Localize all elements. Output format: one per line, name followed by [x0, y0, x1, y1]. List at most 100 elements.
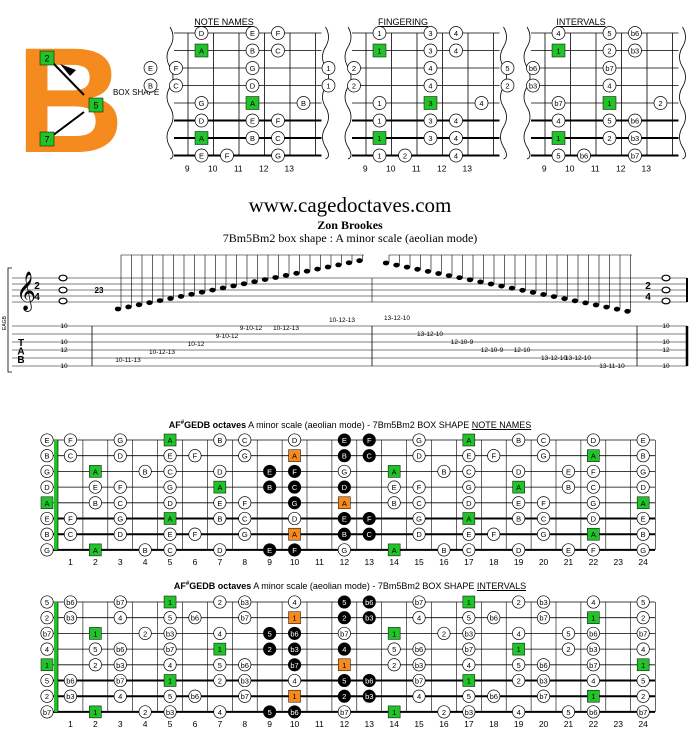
- fret-number: 7: [217, 719, 222, 729]
- scale-note: [238, 433, 252, 447]
- scale-note: [263, 705, 277, 719]
- scale-note: [163, 543, 177, 557]
- scale-note: [40, 511, 54, 526]
- scale-note: [194, 26, 209, 40]
- note-label: b6: [191, 614, 199, 623]
- scale-note: [512, 595, 526, 609]
- fret-number: 10: [290, 719, 300, 729]
- fret-number: 1: [68, 719, 73, 729]
- root-note: [163, 595, 177, 609]
- shape-title: 7Bm5Bm2 box shape : A minor scale (aeoli…: [222, 231, 478, 245]
- fret-number: 17: [464, 719, 474, 729]
- note-head: [624, 308, 631, 314]
- note-label: 2: [607, 134, 611, 143]
- note-head: [251, 279, 258, 285]
- scale-note: [238, 511, 252, 526]
- note-label: G: [640, 467, 646, 476]
- scale-note: [536, 527, 551, 541]
- note-label: b6: [66, 598, 74, 607]
- note-label: C: [541, 515, 547, 524]
- fret-number: 4: [143, 719, 148, 729]
- note-label: b7: [554, 99, 562, 108]
- scale-note: [628, 43, 642, 58]
- scale-note: [412, 611, 426, 625]
- note-label: 4: [454, 117, 458, 126]
- note-label: D: [167, 499, 173, 508]
- note-label: b3: [66, 692, 74, 701]
- note-label: D: [640, 483, 646, 492]
- note-label: B: [441, 467, 446, 476]
- note-label: b7: [116, 677, 124, 686]
- fretboard-note-names: E F G A B C D E F G A B C D EB C D E F G A B C D E F G A BG A B C D E F G A B…: [40, 433, 656, 567]
- scale-note: [245, 113, 260, 128]
- treble-clef-icon: 𝄞: [16, 272, 36, 312]
- scale-note: [271, 148, 285, 163]
- scale-note: [462, 496, 476, 510]
- note-label: b7: [340, 629, 348, 638]
- scale-note: [462, 689, 476, 703]
- scale-note: [287, 595, 302, 609]
- note-label: b3: [539, 598, 547, 607]
- note-label: 2: [352, 82, 356, 91]
- note-label: b7: [43, 629, 51, 638]
- scale-note: [512, 543, 526, 557]
- root-note: [89, 627, 102, 640]
- note-label: G: [117, 436, 123, 445]
- scale-note: [40, 626, 54, 640]
- scale-note: [63, 611, 77, 625]
- scale-note: [245, 131, 260, 145]
- site-url[interactable]: www.cagedoctaves.com: [248, 193, 452, 217]
- tab-letter: T: [18, 338, 24, 349]
- note-label: G: [292, 499, 298, 508]
- fret-number: 10: [208, 164, 218, 174]
- fret-number: 12: [259, 164, 269, 174]
- scale-note: [287, 658, 302, 672]
- box-shape-label: BOX SHAPE: [113, 88, 160, 97]
- scale-note: [636, 449, 650, 463]
- edge: [344, 26, 352, 160]
- note-head: [125, 304, 132, 310]
- scale-note: [362, 595, 376, 609]
- fret-number: 15: [414, 557, 424, 567]
- tab-letter: B: [17, 355, 24, 366]
- root-note: [462, 595, 476, 609]
- scale-note: [487, 527, 501, 541]
- note-label: E: [93, 483, 98, 492]
- note-label: 4: [454, 29, 458, 38]
- fret-number: 21: [564, 719, 574, 729]
- root-note: [462, 674, 476, 687]
- note-label: 1: [292, 614, 296, 623]
- note-label: 2: [442, 708, 446, 717]
- note-label: 1: [467, 677, 471, 686]
- scale-note: [449, 148, 463, 163]
- scale-note: [238, 611, 252, 625]
- note-head: [498, 283, 505, 289]
- note-label: 5: [268, 708, 272, 717]
- scale-note: [362, 527, 376, 541]
- note-label: F: [68, 515, 73, 524]
- note-label: A: [292, 530, 297, 539]
- fret-number: 22: [589, 557, 599, 567]
- scale-note: [423, 78, 438, 93]
- scale-note: [163, 480, 177, 494]
- whole-note: [661, 274, 671, 282]
- root-note: [372, 43, 387, 58]
- note-label: G: [44, 546, 50, 555]
- note-label: 3: [428, 47, 432, 56]
- scale-note: [636, 611, 650, 625]
- note-head: [603, 304, 610, 310]
- panel-fingering: 1 3 41 3 41 2 41 2 41 3 41 3 41 3 41 2 49 10 11 12 13: [321, 26, 507, 174]
- note-label: b3: [365, 614, 373, 623]
- note-label: 4: [556, 29, 560, 38]
- scale-note: [602, 131, 617, 145]
- fret-number: 10: [290, 557, 300, 567]
- scale-note: [337, 611, 351, 625]
- note-label: G: [275, 152, 281, 161]
- scale-note: [362, 673, 376, 688]
- fret-number: 20: [539, 557, 549, 567]
- note-label: D: [516, 546, 522, 555]
- scale-note: [536, 511, 551, 526]
- note-label: D: [199, 29, 205, 38]
- note-head: [592, 302, 600, 308]
- scale-note: [561, 480, 575, 494]
